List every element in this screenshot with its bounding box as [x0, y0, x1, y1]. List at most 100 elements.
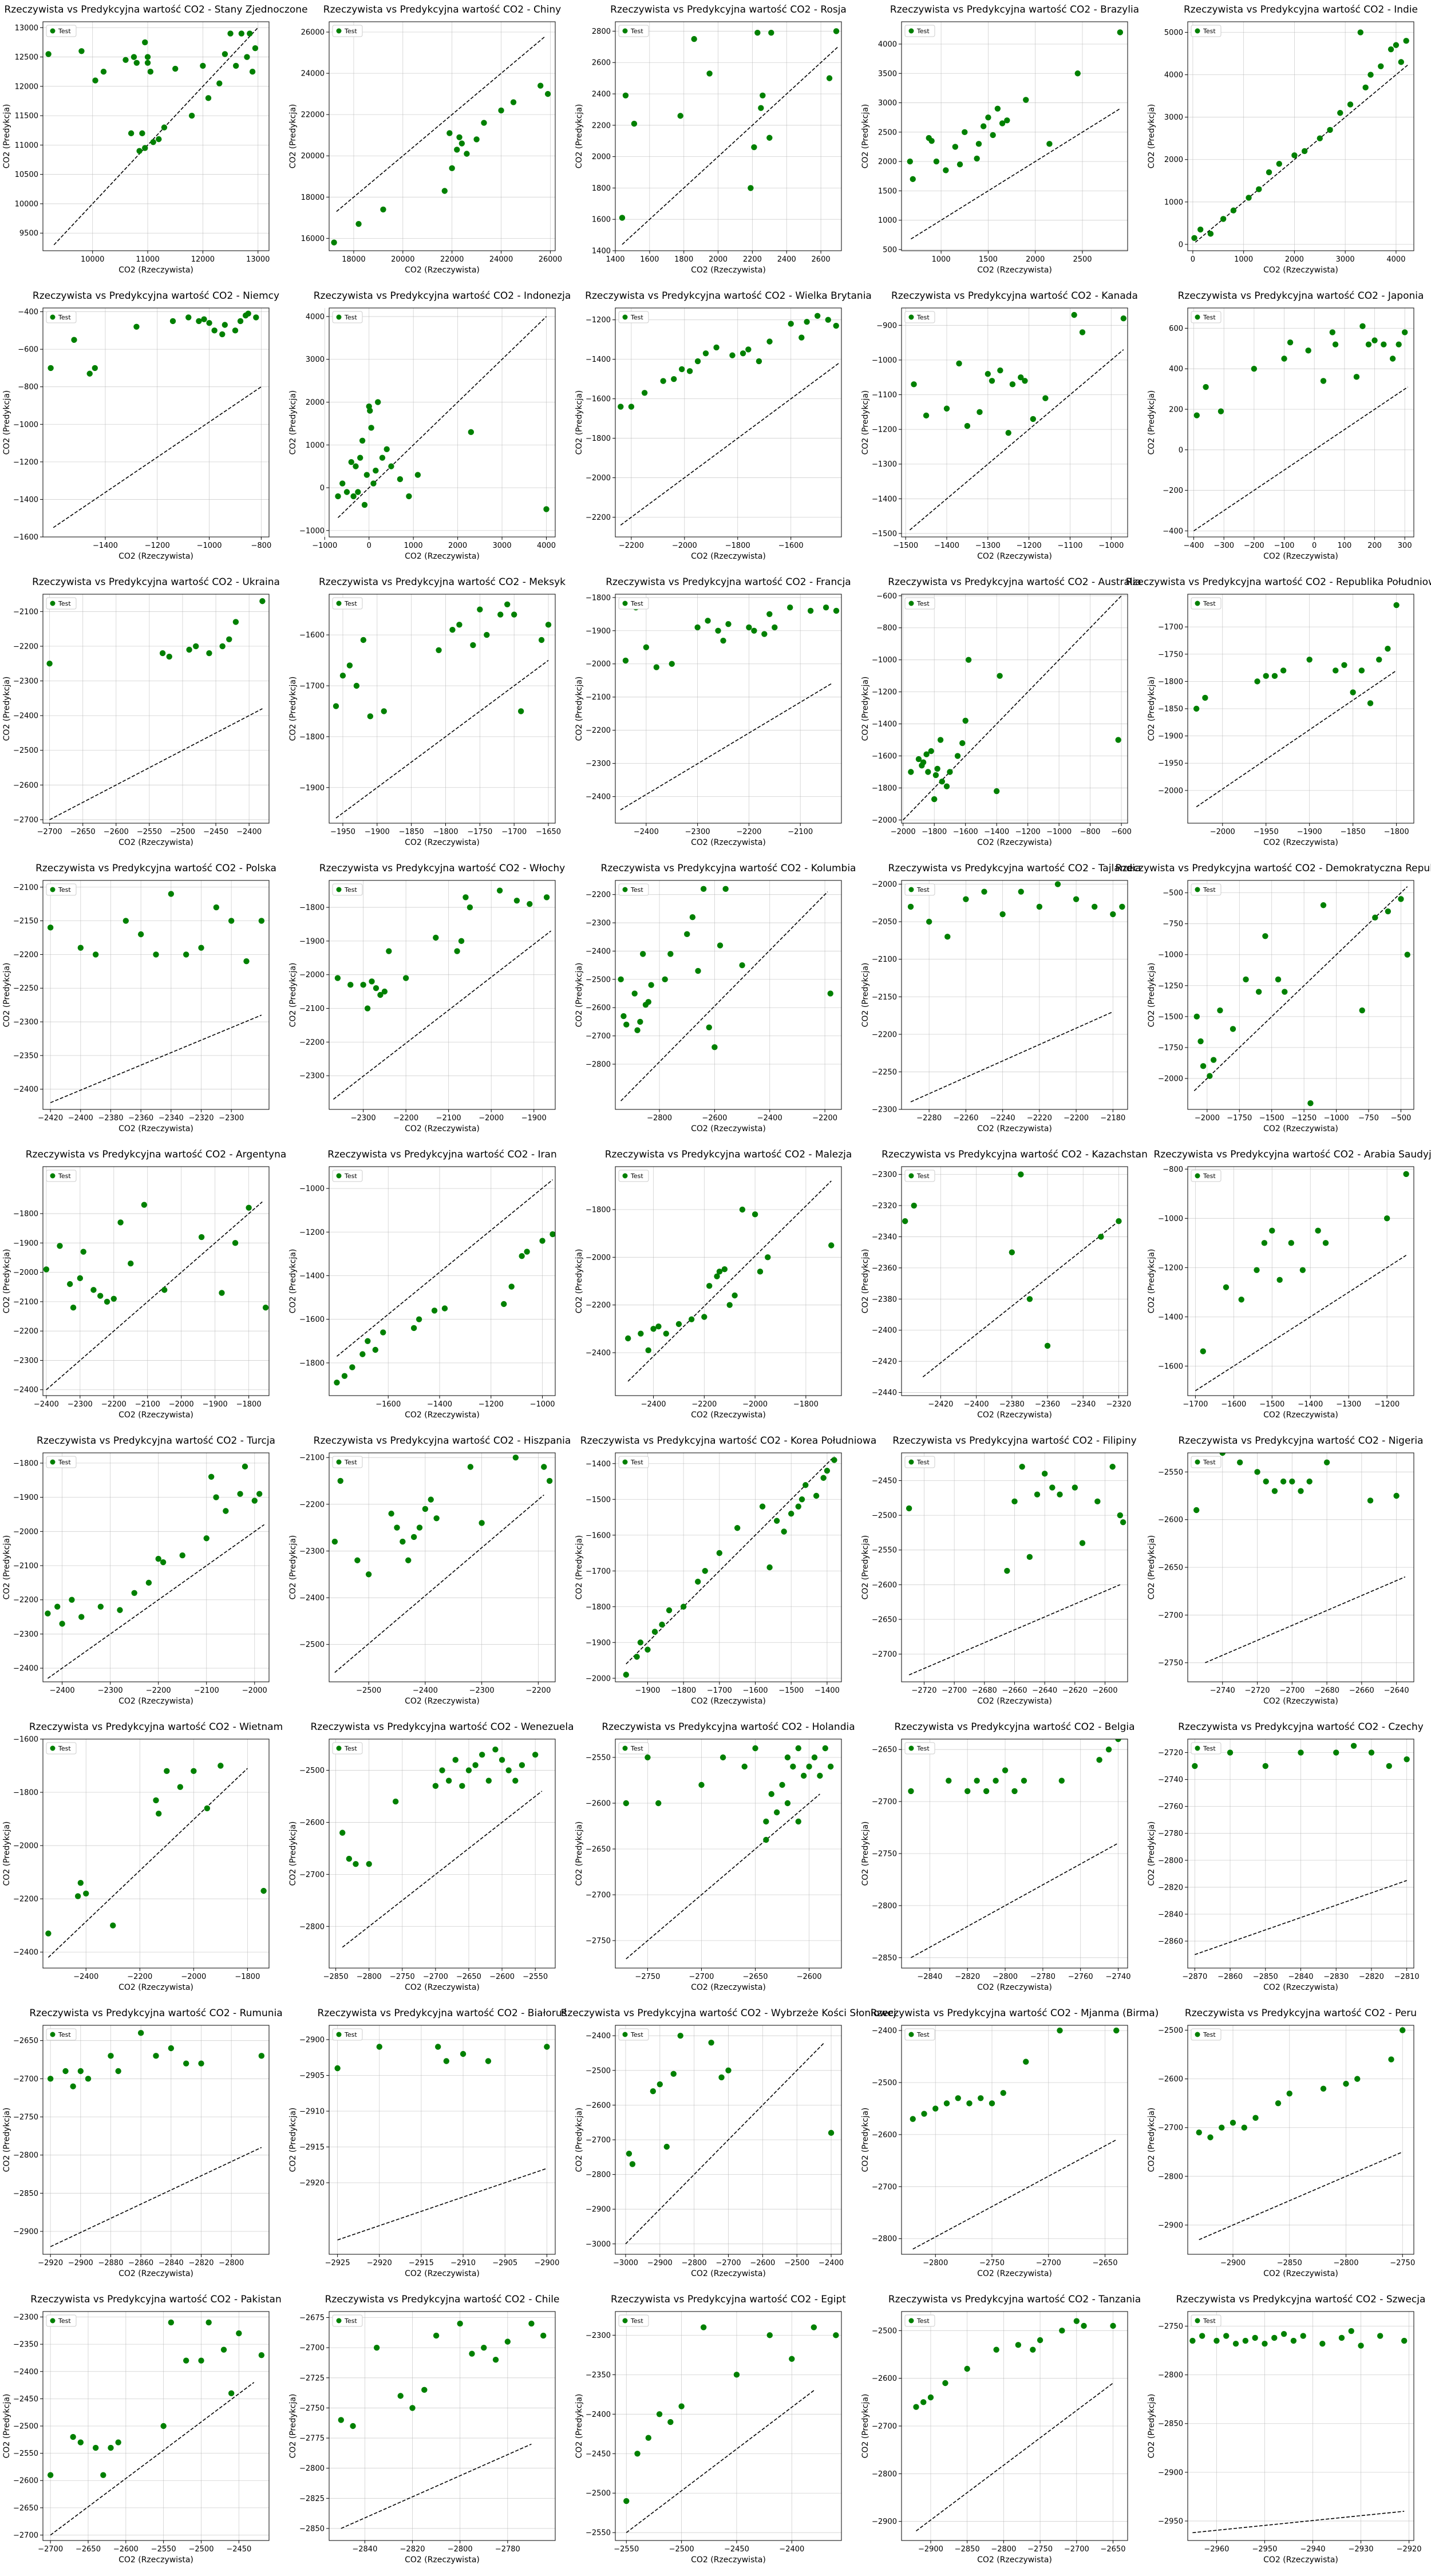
y-axis-label: CO2 (Predykcja) — [288, 1822, 298, 1886]
data-point — [757, 1269, 764, 1275]
legend-box — [904, 311, 935, 323]
x-axis-label: CO2 (Rzeczywista) — [1263, 552, 1338, 561]
x-tick-label: −2400 — [819, 2259, 844, 2267]
scatter-panel: Rzeczywista vs Predykcyjna wartość CO2 -… — [572, 1717, 859, 2004]
x-tick-label: −2800 — [682, 2259, 707, 2267]
y-tick-label: −2700 — [872, 1798, 897, 1807]
data-point — [1255, 989, 1262, 995]
y-tick-label: −2600 — [586, 1004, 611, 1013]
data-point — [228, 918, 235, 924]
data-point — [974, 1777, 980, 1784]
data-point — [77, 2439, 84, 2445]
y-tick-label: −2000 — [1158, 787, 1183, 795]
data-point — [205, 95, 212, 101]
x-tick-label: −2800 — [993, 1973, 1018, 1981]
data-point — [367, 713, 374, 720]
x-tick-label: −2960 — [1204, 2545, 1229, 2554]
y-tick-label: −2800 — [872, 2235, 897, 2243]
data-point — [981, 888, 987, 895]
x-axis-label: CO2 (Rzeczywista) — [1263, 1124, 1338, 1133]
axes-frame — [901, 594, 1128, 824]
x-tick-label: −500 — [1391, 1114, 1412, 1123]
x-tick-label: −300 — [1213, 542, 1234, 550]
x-tick-label: −2850 — [1277, 2259, 1302, 2267]
data-point — [100, 68, 107, 75]
x-axis-label: CO2 (Rzeczywista) — [1263, 266, 1338, 275]
data-point — [700, 2324, 707, 2330]
y-tick-label: −2840 — [1158, 1910, 1183, 1919]
x-axis-label: CO2 (Rzeczywista) — [1263, 1697, 1338, 1706]
axes-frame — [1187, 880, 1414, 1110]
data-point — [1347, 101, 1354, 108]
x-tick-label: −2100 — [436, 1114, 461, 1123]
data-point — [1105, 1746, 1112, 1753]
data-point — [1230, 207, 1237, 214]
legend: Test — [46, 1456, 77, 1468]
y-tick-label: −2000 — [13, 1842, 38, 1851]
y-tick-label: 2600 — [592, 59, 611, 68]
data-point — [1254, 1469, 1260, 1475]
data-point — [718, 2074, 725, 2081]
data-point — [756, 358, 762, 365]
data-point — [660, 378, 666, 384]
axes-frame — [615, 880, 842, 1110]
chart-title: Rzeczywista vs Predykcyjna wartość CO2 -… — [30, 2294, 281, 2305]
y-tick-label: −1800 — [299, 904, 325, 912]
data-point — [183, 951, 189, 958]
scatter-panel: Rzeczywista vs Predykcyjna wartość CO2 -… — [0, 1717, 286, 2004]
legend: Test — [46, 2314, 77, 2327]
data-point — [136, 148, 143, 154]
legend-box — [1191, 2028, 1222, 2041]
x-tick-label: 12000 — [191, 255, 215, 264]
legend-label: Test — [1203, 600, 1216, 607]
ideal-fit-line — [626, 2390, 815, 2533]
x-tick-label: −2180 — [1100, 1114, 1125, 1123]
data-point — [826, 75, 833, 81]
legend-box — [618, 2028, 649, 2041]
x-tick-label: 3000 — [1336, 255, 1355, 264]
y-tick-label: −1900 — [586, 1639, 611, 1647]
data-point — [1193, 1507, 1200, 1514]
y-tick-label: −2380 — [872, 1295, 897, 1304]
y-tick-label: −2400 — [586, 793, 611, 801]
data-point — [1389, 355, 1396, 362]
chart-title: Rzeczywista vs Predykcyjna wartość CO2 -… — [891, 290, 1138, 302]
y-tick-label: 9500 — [19, 230, 38, 238]
data-point — [667, 951, 674, 957]
data-point — [485, 1777, 492, 1784]
data-point — [624, 1335, 631, 1342]
data-point — [62, 2068, 69, 2075]
axes-frame — [329, 1166, 556, 1396]
data-point — [645, 1754, 651, 1761]
data-point — [436, 647, 442, 653]
x-tick-label: −1800 — [725, 542, 750, 550]
legend-marker — [50, 28, 56, 34]
x-tick-label: −2800 — [219, 2259, 244, 2267]
ideal-fit-line — [620, 362, 839, 526]
x-tick-label: −2840 — [352, 2545, 377, 2554]
y-tick-label: −1900 — [1158, 732, 1183, 741]
x-axis-label: CO2 (Rzeczywista) — [1263, 2269, 1338, 2278]
data-point — [1333, 1749, 1339, 1756]
data-point — [222, 51, 228, 57]
plot-area — [615, 1453, 841, 1682]
data-point — [232, 327, 239, 334]
x-tick-label: −2750 — [979, 2259, 1005, 2267]
data-point — [232, 62, 239, 69]
data-point — [1232, 2340, 1239, 2347]
x-axis-label: CO2 (Rzeczywista) — [405, 2555, 480, 2565]
y-tick-label: −2910 — [299, 2108, 325, 2116]
data-point — [1220, 216, 1227, 222]
x-tick-label: −2000 — [479, 1114, 504, 1123]
data-point — [765, 1254, 771, 1261]
y-tick-label: −2300 — [13, 1018, 38, 1027]
data-point — [1372, 914, 1378, 921]
plot-area — [1188, 2312, 1414, 2541]
data-point — [641, 390, 648, 396]
data-point — [117, 1219, 124, 1226]
data-point — [219, 643, 226, 650]
legend-box — [618, 1456, 649, 1468]
data-point — [822, 1745, 828, 1752]
data-point — [527, 900, 533, 907]
data-point — [80, 1249, 86, 1255]
